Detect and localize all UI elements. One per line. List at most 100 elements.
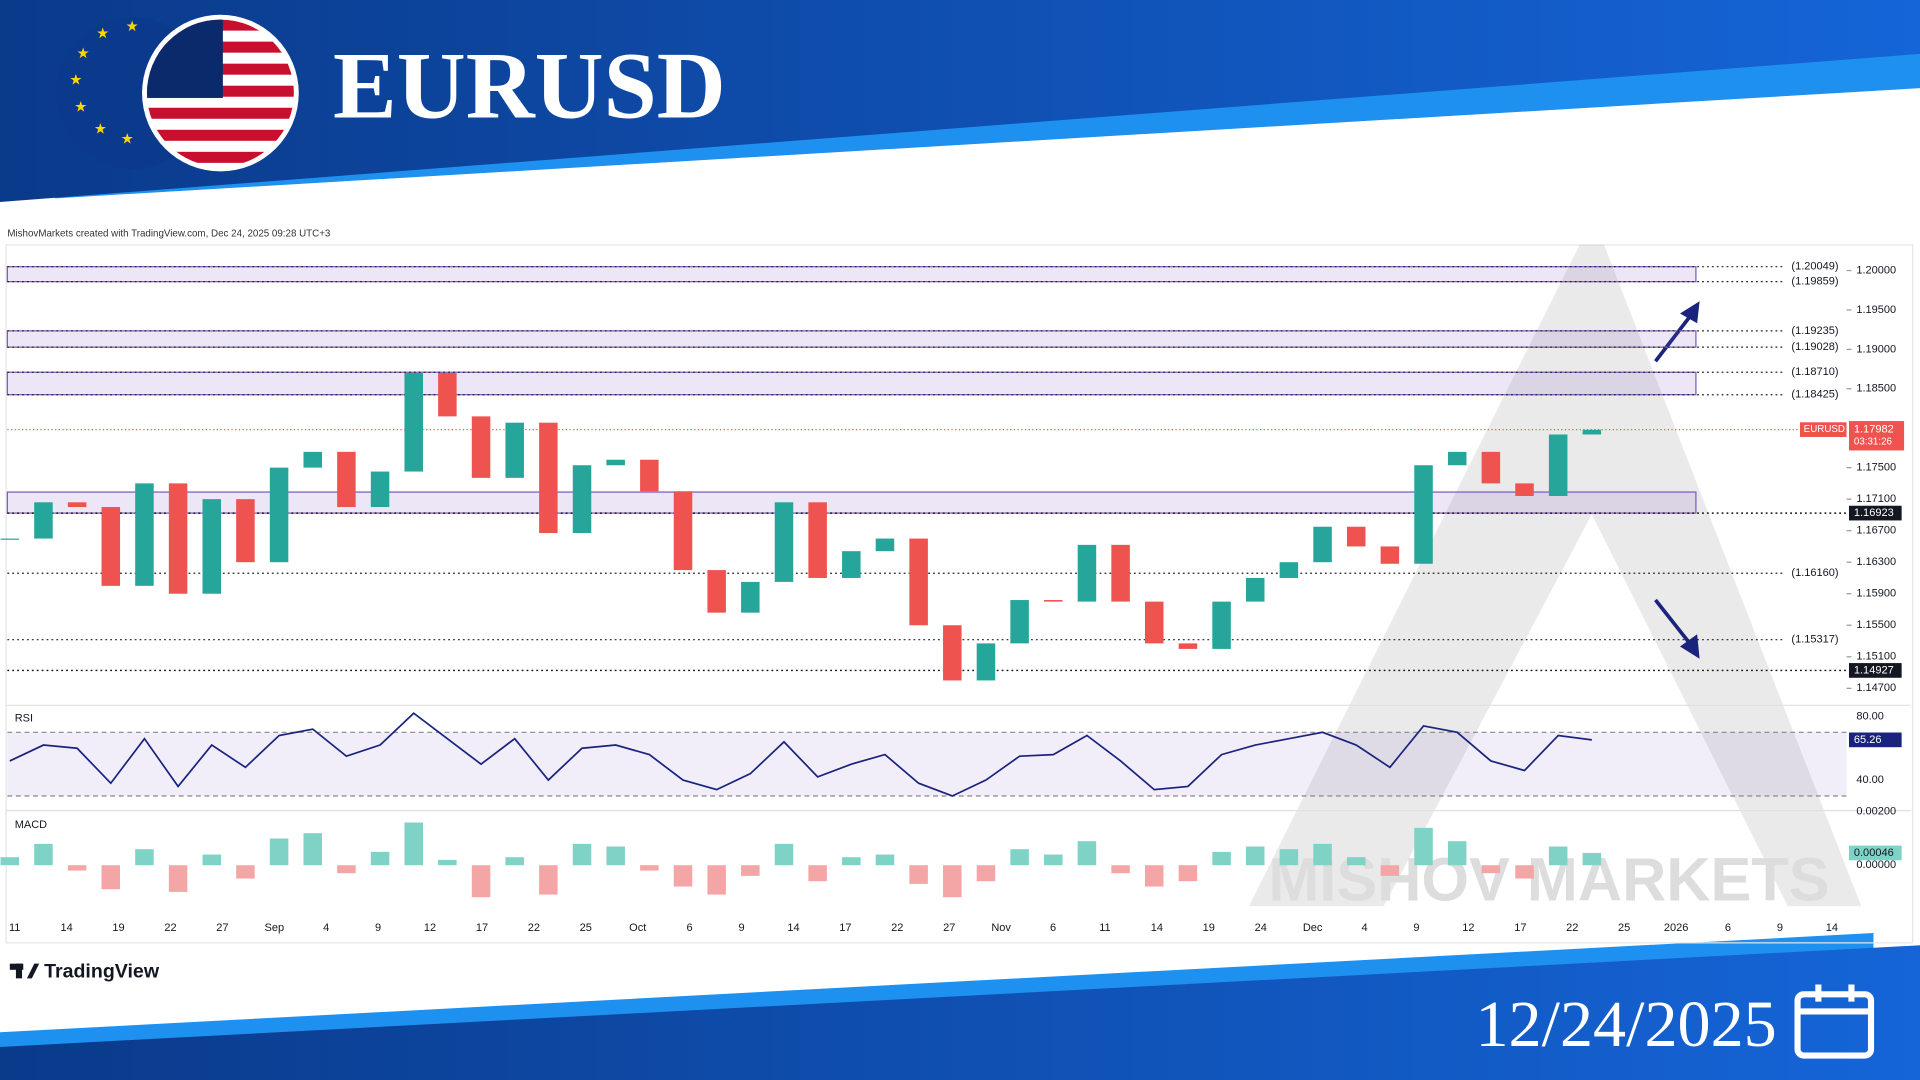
x-tick-label: 24 [1255, 922, 1267, 934]
candle [471, 416, 491, 478]
svg-text:★: ★ [74, 100, 87, 116]
x-tick-label: 19 [112, 922, 124, 934]
x-tick-label: 27 [216, 922, 228, 934]
candle [1548, 434, 1568, 496]
macd-bar [404, 822, 423, 866]
candle [640, 459, 659, 492]
y-tick-label: 1.16300 [1856, 556, 1896, 568]
candle [1212, 601, 1231, 649]
chart-frame [5, 244, 1914, 944]
x-tick-label: 14 [787, 922, 799, 934]
candle [202, 499, 222, 594]
macd-bar [1178, 865, 1198, 882]
macd-bar [673, 865, 693, 887]
candle [1414, 465, 1433, 564]
candle [741, 581, 760, 613]
candle [168, 483, 188, 594]
y-tick-label: 1.19000 [1856, 343, 1896, 355]
candle [337, 451, 356, 508]
macd-bar [774, 843, 794, 866]
x-tick-label: 9 [1777, 922, 1783, 934]
symbol-box [1800, 422, 1847, 437]
macd-bar [303, 833, 322, 866]
candle [1313, 526, 1332, 563]
candle [1447, 451, 1467, 466]
header-band [0, 0, 1920, 203]
x-tick-label: 19 [1203, 922, 1215, 934]
svg-text:★: ★ [121, 131, 134, 147]
candle [1245, 577, 1265, 602]
macd-tick-label: 0.00000 [1856, 859, 1896, 871]
last-price: 1.17982 [1854, 424, 1894, 436]
x-tick-label: 11 [9, 922, 20, 934]
x-tick-label: 17 [476, 922, 488, 934]
macd-bar [741, 865, 760, 876]
watermark-logo [1248, 244, 1862, 907]
macd-bar [808, 865, 827, 882]
x-tick-label: 14 [1151, 922, 1163, 934]
svg-text:★: ★ [77, 46, 90, 62]
x-tick-label: 17 [839, 922, 851, 934]
macd-bar [572, 843, 592, 866]
macd-bar [337, 865, 356, 874]
candle [303, 451, 322, 468]
level-label: (1.16160) [1791, 567, 1838, 579]
macd-bar [539, 865, 558, 895]
x-tick-label: 11 [1099, 922, 1110, 934]
candle [976, 643, 996, 681]
y-tick-label: 1.18500 [1856, 383, 1896, 395]
countdown: 03:31:26 [1854, 436, 1893, 447]
macd-bar [1212, 851, 1231, 866]
x-tick-label: 9 [375, 922, 381, 934]
brand: TradingView [44, 960, 160, 982]
macd-bar [1144, 865, 1164, 887]
candle [370, 471, 390, 508]
x-tick-label: 22 [528, 922, 540, 934]
candle [101, 507, 121, 586]
candle [909, 538, 928, 626]
price-box [1848, 421, 1905, 451]
candle [1044, 600, 1063, 602]
level-value: 1.14927 [1854, 664, 1894, 676]
macd-bar [1313, 843, 1332, 866]
macd-bar [438, 859, 457, 866]
date: 12/24/2025 [1476, 988, 1777, 1061]
macd-bar [1279, 849, 1299, 866]
rsi-line [9, 712, 1592, 797]
macd-bar [909, 865, 928, 884]
level-value: 1.16923 [1854, 507, 1894, 519]
candle [1346, 526, 1366, 547]
y-tick-label: 1.15900 [1856, 588, 1896, 600]
y-tick-label: 1.17100 [1856, 493, 1896, 505]
candle [0, 538, 20, 540]
candle [606, 459, 625, 466]
x-tick-label: 14 [60, 922, 72, 934]
x-tick-label: 12 [424, 922, 436, 934]
credit: MishovMarkets created with TradingView.c… [7, 228, 331, 239]
macd-bar [168, 865, 188, 892]
rsi-tick-label: 40.00 [1856, 774, 1884, 786]
candle [1380, 546, 1400, 564]
macd-title: MACD [15, 819, 47, 831]
macd-bar [842, 857, 861, 866]
x-tick-label: 22 [891, 922, 903, 934]
macd-bar [135, 849, 154, 866]
x-tick-label: Oct [629, 922, 646, 934]
candle [808, 502, 827, 578]
svg-text:★: ★ [126, 19, 139, 35]
rsi-band [7, 732, 1847, 796]
candle [1178, 643, 1198, 649]
zone [6, 371, 1697, 396]
candle [1111, 544, 1130, 602]
candle [1010, 600, 1029, 644]
macd-bar [1044, 854, 1063, 866]
macd-bar [34, 843, 53, 866]
candle [774, 502, 794, 582]
level-label: (1.19028) [1791, 341, 1838, 353]
y-tick-label: 1.19500 [1856, 304, 1896, 316]
macd-bar [1414, 827, 1433, 866]
zone [6, 330, 1697, 348]
candle [67, 502, 87, 508]
macd-bar [67, 865, 87, 871]
candle [1515, 483, 1534, 496]
